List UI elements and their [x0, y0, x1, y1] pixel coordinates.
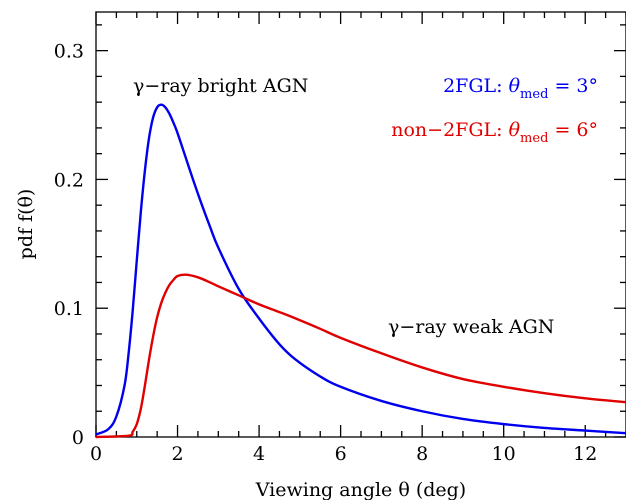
x-tick-label: 6 — [335, 443, 347, 465]
bright-agn-label: γ−ray bright AGN — [133, 75, 308, 97]
y-tick-label: 0.1 — [54, 298, 84, 320]
legend-non2fgl-value: = 6° — [554, 119, 598, 141]
x-tick-label: 8 — [416, 443, 428, 465]
legend-non2fgl-sub: med — [520, 131, 548, 146]
y-tick-label: 0.3 — [54, 41, 84, 63]
legend-non2fgl: non−2FGL: θmed = 6° — [391, 119, 598, 147]
legend-non2fgl-symbol: θ — [509, 119, 521, 141]
legend-2fgl-symbol: θ — [509, 75, 521, 97]
x-tick-label: 12 — [573, 443, 597, 465]
legend-2fgl-value: = 3° — [554, 75, 598, 97]
series-line-weak — [95, 273, 626, 439]
legend-2fgl: 2FGL: θmed = 3° — [443, 75, 598, 103]
y-tick-label: 0.2 — [54, 169, 84, 191]
y-tick-label: 0 — [72, 427, 84, 449]
tick-labels: 0 2 4 6 8 10 12 0 0.1 0.2 0.3 — [54, 41, 598, 465]
x-tick-label: 2 — [171, 443, 183, 465]
ticks — [95, 12, 626, 438]
weak-agn-label: γ−ray weak AGN — [388, 316, 554, 338]
legend-2fgl-prefix: 2FGL: — [443, 75, 502, 97]
curves — [95, 103, 626, 439]
x-axis-label: Viewing angle θ (deg) — [255, 479, 466, 500]
series-line-bright — [95, 103, 626, 436]
x-tick-label: 10 — [492, 443, 516, 465]
x-tick-label: 4 — [253, 443, 265, 465]
y-axis-label: pdf f(θ) — [15, 189, 37, 260]
legend-non2fgl-prefix: non−2FGL: — [391, 119, 502, 141]
x-tick-label: 0 — [90, 443, 102, 465]
legend-2fgl-sub: med — [520, 87, 548, 102]
